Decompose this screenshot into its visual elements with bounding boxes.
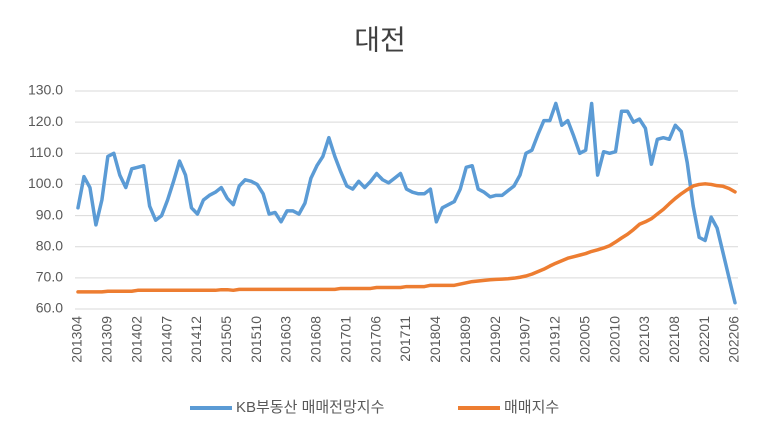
x-tick-label: 201706 <box>367 316 383 363</box>
x-tick-label: 201304 <box>69 316 85 363</box>
x-tick-label: 201907 <box>517 316 533 363</box>
x-tick-label: 202010 <box>606 316 622 363</box>
legend-label: KB부동산 매매전망지수 <box>236 399 384 416</box>
x-tick-label: 202103 <box>636 316 652 363</box>
y-tick-label: 60.0 <box>36 300 63 316</box>
x-tick-label: 202108 <box>666 316 682 363</box>
x-tick-label: 201505 <box>218 316 234 363</box>
x-tick-label: 202005 <box>576 316 592 363</box>
y-tick-label: 120.0 <box>28 113 63 129</box>
x-tick-label: 201912 <box>547 316 563 363</box>
y-tick-label: 100.0 <box>28 175 63 191</box>
x-tick-label: 201510 <box>248 316 264 363</box>
x-tick-label: 201809 <box>457 316 473 363</box>
x-tick-label: 201402 <box>128 316 144 363</box>
x-tick-label: 201608 <box>308 316 324 363</box>
y-tick-label: 130.0 <box>28 82 63 98</box>
x-tick-label: 202201 <box>696 316 712 363</box>
y-tick-label: 110.0 <box>29 144 63 160</box>
x-tick-label: 201701 <box>337 316 353 363</box>
x-tick-label: 201902 <box>487 316 503 363</box>
x-tick-label: 201309 <box>99 316 115 363</box>
y-tick-label: 80.0 <box>36 237 63 253</box>
data-line <box>76 101 737 305</box>
data-line <box>76 182 737 294</box>
x-tick-label: 201412 <box>188 316 204 363</box>
chart-title: 대전 <box>354 24 406 55</box>
y-tick-label: 70.0 <box>36 269 63 285</box>
x-tick-label: 202206 <box>726 316 742 363</box>
x-tick-label: 201804 <box>427 316 443 363</box>
x-tick-label: 201711 <box>397 316 413 362</box>
x-tick-label: 201407 <box>158 316 174 363</box>
x-tick-label: 201603 <box>278 316 294 363</box>
y-tick-label: 90.0 <box>36 206 63 222</box>
legend-label: 매매지수 <box>504 399 559 416</box>
